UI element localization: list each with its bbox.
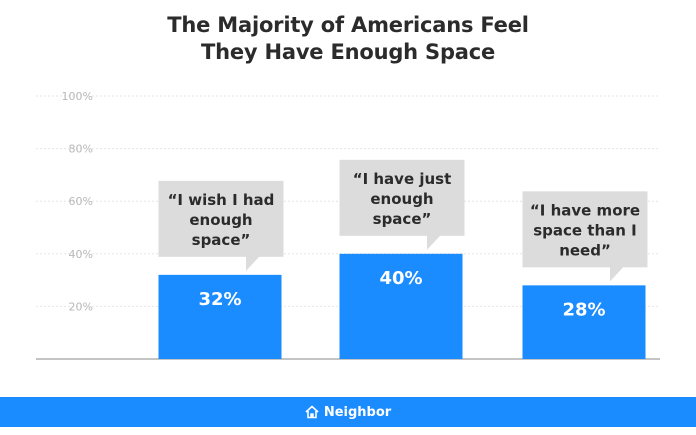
speech-bubble: [339, 159, 465, 236]
y-tick-label: 100%: [62, 90, 93, 103]
bar-value-label: 32%: [198, 289, 241, 310]
category-label-line: “I have just: [353, 170, 452, 188]
chart-title: The Majority of Americans Feel They Have…: [0, 12, 696, 66]
bar: [522, 285, 646, 359]
category-label-line: space than I: [533, 221, 637, 239]
category-label-line: “I have more: [530, 201, 640, 219]
y-tick-label: 20%: [69, 300, 93, 313]
brand-footer: Neighbor: [0, 397, 696, 427]
speech-bubble: [158, 180, 284, 257]
category-label-line: space”: [192, 231, 251, 249]
house-icon: [305, 405, 319, 419]
y-tick-label: 80%: [69, 143, 93, 156]
speech-bubble-tail: [427, 234, 441, 250]
category-label-line: need”: [559, 241, 611, 259]
bar-chart: 20% 40% 60% 80% 100% 32% “I wish I had enough sp…: [36, 90, 660, 360]
bar-value-label: 40%: [379, 268, 422, 289]
category-label-line: enough: [189, 211, 252, 229]
category-label-line: “I wish I had: [168, 191, 275, 209]
y-tick-label: 40%: [69, 248, 93, 261]
category-label-line: space”: [373, 210, 432, 228]
bar: [158, 274, 282, 359]
bar-value-label: 28%: [562, 299, 605, 320]
y-tick-label: 60%: [69, 195, 93, 208]
brand-name: Neighbor: [323, 404, 392, 420]
category-label-line: enough: [370, 190, 433, 208]
chart-title-line-2: They Have Enough Space: [200, 40, 496, 64]
speech-bubble: [522, 191, 648, 268]
chart-title-line-1: The Majority of Americans Feel: [167, 13, 529, 37]
bar: [339, 253, 463, 359]
speech-bubble-tail: [246, 255, 260, 271]
speech-bubble-tail: [610, 266, 624, 282]
